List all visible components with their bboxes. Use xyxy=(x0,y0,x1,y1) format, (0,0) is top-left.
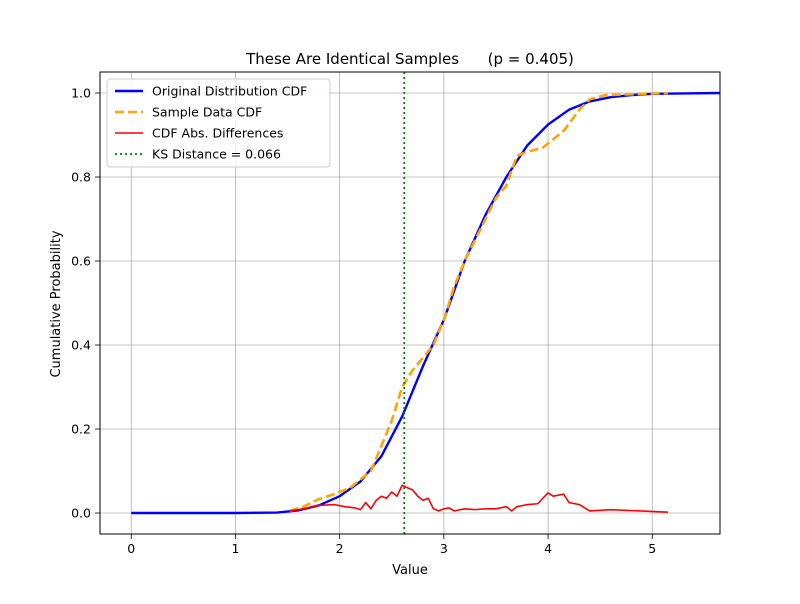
grid xyxy=(100,72,720,534)
y-tick-label: 0.6 xyxy=(71,254,91,269)
legend-label: CDF Abs. Differences xyxy=(152,126,283,141)
chart-title: These Are Identical Samples (p = 0.405) xyxy=(245,50,574,68)
y-tick-label: 0.4 xyxy=(71,338,91,353)
y-tick-label: 0.0 xyxy=(71,506,91,521)
y-tick-label: 0.8 xyxy=(71,170,91,185)
plot-frame xyxy=(99,71,721,535)
x-tick-label: 1 xyxy=(231,541,239,556)
y-tick-label: 1.0 xyxy=(71,86,91,101)
x-axis-label: Value xyxy=(392,563,428,578)
x-tick-label: 0 xyxy=(127,541,135,556)
x-tick-label: 2 xyxy=(336,541,344,556)
x-tick-label: 4 xyxy=(544,541,552,556)
series-group xyxy=(131,72,720,534)
y-axis-label: Cumulative Probability xyxy=(49,230,64,377)
legend-label: Original Distribution CDF xyxy=(152,84,307,99)
ticks: 0 1 2 3 4 5 0.0 0.2 0.4 0.6 0.8 1.0 xyxy=(71,86,656,557)
plot-lines xyxy=(131,72,720,534)
x-tick-label: 5 xyxy=(648,541,656,556)
legend-label: KS Distance = 0.066 xyxy=(152,147,281,162)
legend: Original Distribution CDF Sample Data CDF… xyxy=(106,78,331,168)
series-line-sample-data-cdf xyxy=(289,91,668,513)
y-tick-label: 0.2 xyxy=(71,422,91,437)
x-tick-label: 3 xyxy=(440,541,448,556)
legend-label: Sample Data CDF xyxy=(152,105,262,120)
legend-box xyxy=(106,78,331,168)
series-line-cdf-abs-differences xyxy=(289,484,668,513)
